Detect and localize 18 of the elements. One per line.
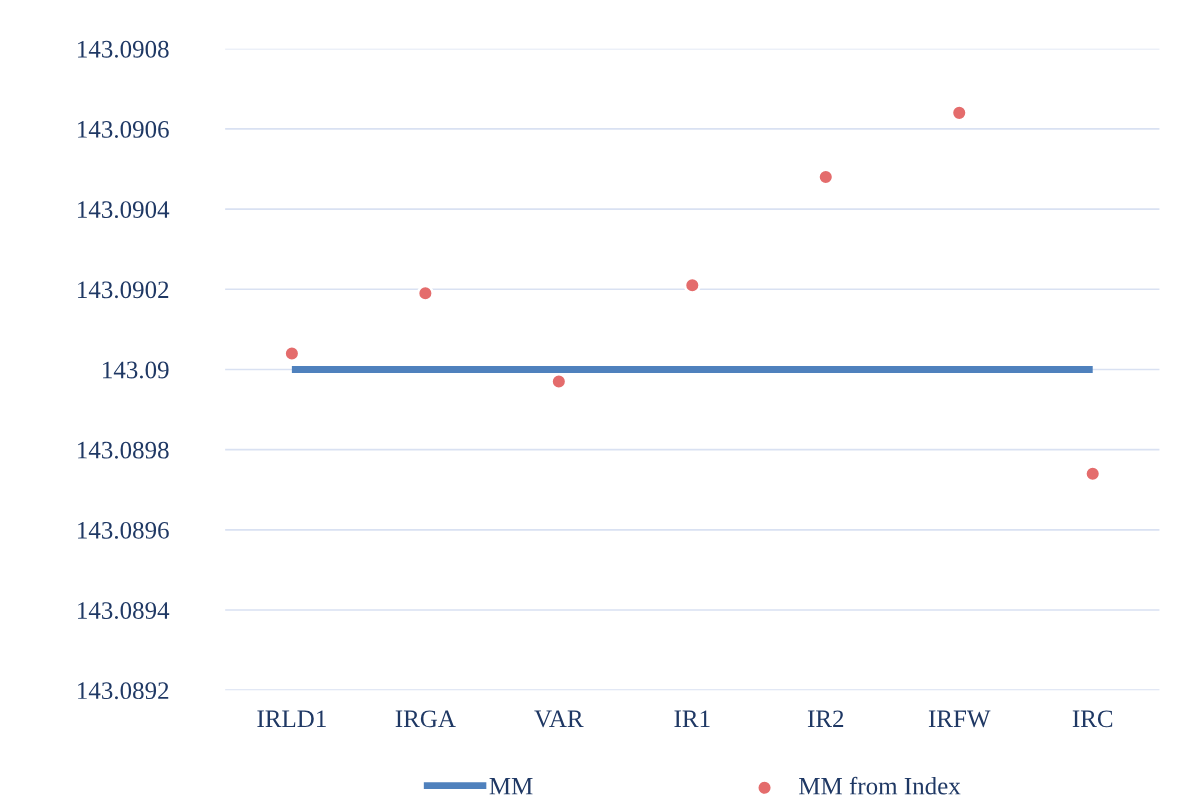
legend-label: MM [489,777,533,795]
x-tick-label: IRFW [928,710,991,728]
y-tick-label: 143.09 [103,361,169,379]
y-tick-label: 143.0902 [78,281,169,299]
legend-label: MM from Index [799,776,961,795]
y-tick-label: 143.0894 [78,602,170,620]
y-tick-label: 143.0892 [78,682,169,700]
y-tick-label: 143.0908 [78,40,169,58]
x-tick-label: IRLD1 [257,710,326,728]
y-tick-label: 143.0898 [78,441,169,459]
x-tick-label: IRGA [395,710,456,728]
x-tick-label: IR2 [807,710,844,727]
x-tick-label: IR1 [674,710,710,727]
y-tick-label: 143.0904 [78,201,170,219]
x-tick-label: IRC [1072,710,1113,728]
x-tick-label: VAR [534,710,584,728]
y-tick-label: 143.0896 [78,521,169,539]
y-tick-label: 143.0906 [78,120,169,138]
